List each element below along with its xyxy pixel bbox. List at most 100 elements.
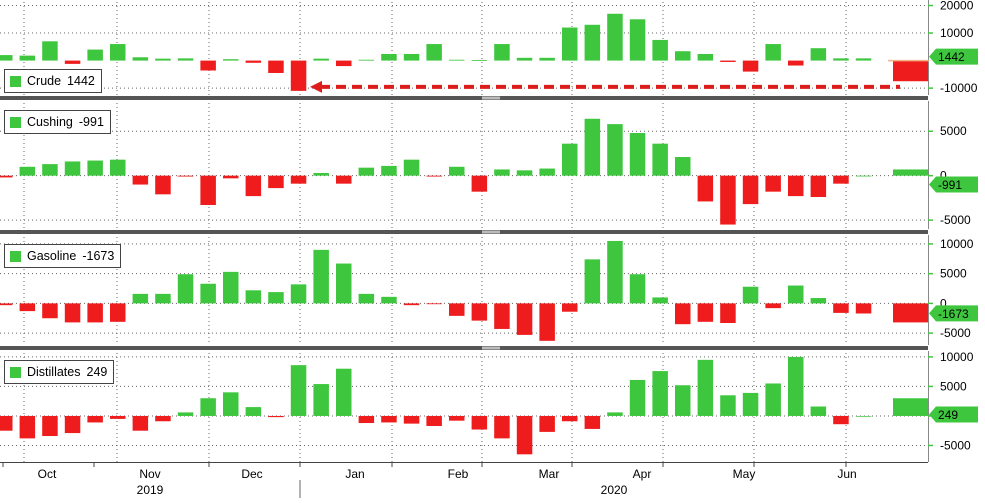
bar-cushing-34 [765,175,781,192]
legend-value-distillates: 249 [86,365,108,379]
bar-crude-30 [675,51,691,61]
bar-cushing-24 [539,168,555,176]
y-tick-label: 5000 [940,124,967,138]
bar-crude-17 [381,53,397,61]
panel-gasoline: 10000 5000 0 -5000 -1673 [0,235,978,350]
bar-distillates-15 [336,368,352,416]
bar-distillates-7 [155,415,171,422]
bar-gasoline-38 [855,303,872,314]
bar-gasoline-27 [607,240,623,304]
y-tick-label: -5000 [940,213,971,227]
bar-crude-21 [471,60,488,61]
bar-gasoline-34 [765,303,781,309]
bar-cushing-28 [629,133,646,176]
panel-separator [0,346,928,350]
bar-gasoline-29 [652,297,668,304]
legend-distillates: Distillates 249 [4,360,115,384]
bar-crude-31 [697,53,714,61]
legend-cushing: Cushing -991 [4,110,111,134]
x-month-label-feb: Feb [448,467,469,481]
x-month-label-jun: Jun [837,467,856,481]
bar-cushing-26 [584,118,601,176]
bar-cushing-36 [810,175,827,197]
bar-gasoline-7 [155,293,171,304]
bar-gasoline-19 [426,303,442,305]
bar-gasoline-24 [539,303,555,341]
bar-cushing-0 [0,175,13,178]
bar-gasoline-5 [110,303,126,322]
bar-cushing-9 [200,175,216,205]
bar-distillates-19 [426,415,442,426]
bar-gasoline-10 [223,271,239,304]
x-month-label-jan: Jan [345,467,364,481]
bar-cushing-1 [19,166,36,176]
bar-cushing-23 [516,170,533,176]
legend-label-gasoline: Gasoline [27,249,77,263]
bar-distillates-4 [87,415,103,423]
bar-distillates-22 [494,415,510,439]
x-month-label-mar: Mar [539,467,560,481]
bar-distillates-6 [132,415,149,431]
bar-crude-24 [539,57,555,61]
x-axis: Oct Nov Dec Jan Feb Mar Apr May Jun 2019 2020 [0,462,928,498]
bar-crude-18 [403,53,420,61]
bar-distillates-32 [720,395,736,416]
bar-gasoline-1 [19,303,36,312]
bar-gasoline-12 [268,292,284,304]
x-month-label-nov: Nov [139,467,160,481]
panel-cushing: 5000 0 -5000 -991 [0,101,978,234]
bar-crude-7 [155,58,171,61]
bar-distillates-12 [268,415,284,418]
bar-cushing-33 [742,175,759,205]
x-month-label-may: May [733,467,756,481]
bar-distillates-21 [471,415,488,430]
bar-gasoline-18 [403,303,420,306]
bar-distillates-18 [403,415,420,424]
bar-cushing-37 [833,175,849,184]
bar-gasoline-22 [494,303,510,329]
bar-gasoline-17 [381,296,397,304]
panel-crude: 20000 10000 -10000 1442 [0,0,978,100]
bar-distillates-16 [358,415,375,424]
bar-crude-11 [245,60,262,63]
bar-cushing-27 [607,124,623,176]
legend-value-gasoline: -1673 [82,249,115,263]
bar-crude-5 [110,44,126,61]
bar-crude-3 [64,60,81,64]
bar-cushing-29 [652,143,668,176]
legend-swatch-cushing [10,116,21,128]
bar-crude-12 [268,60,284,73]
bar-cushing-6 [132,175,149,185]
bar-distillates-2 [42,415,58,437]
bar-distillates-8 [177,412,194,416]
y-tick-label: 5000 [940,379,967,393]
bar-gasoline-36 [810,298,827,304]
bar-crude-6 [132,57,149,61]
bar-cushing-16 [358,167,375,176]
bar-crude-13 [290,60,307,91]
bar-distillates-24 [539,415,555,432]
latest-value-tag [929,406,978,423]
bar-crude-23 [516,57,533,61]
bar-distillates-25 [562,415,578,422]
bar-gasoline-11 [245,290,262,304]
bar-crude-1 [19,55,36,61]
bar-distillates-5 [110,415,126,419]
y-tick-label: -10000 [940,81,978,95]
bar-distillates-35 [788,356,804,416]
y-tick-label: 5000 [940,267,967,281]
bar-cushing-11 [245,175,262,197]
legend-crude: Crude 1442 [4,69,102,93]
bar-cushing-17 [381,165,397,176]
bar-distillates-0 [0,415,13,431]
bar-crude-10 [223,59,239,61]
bar-gasoline-31 [697,303,714,322]
y-tick-label: 0 [940,296,947,310]
x-year-label-2019: 2019 [137,483,164,497]
x-month-label-apr: Apr [633,467,652,481]
bar-crude-20 [449,59,465,61]
bar-crude-0 [0,55,13,61]
bar-cushing-38 [855,175,872,177]
bar-crude-39 [893,60,929,82]
